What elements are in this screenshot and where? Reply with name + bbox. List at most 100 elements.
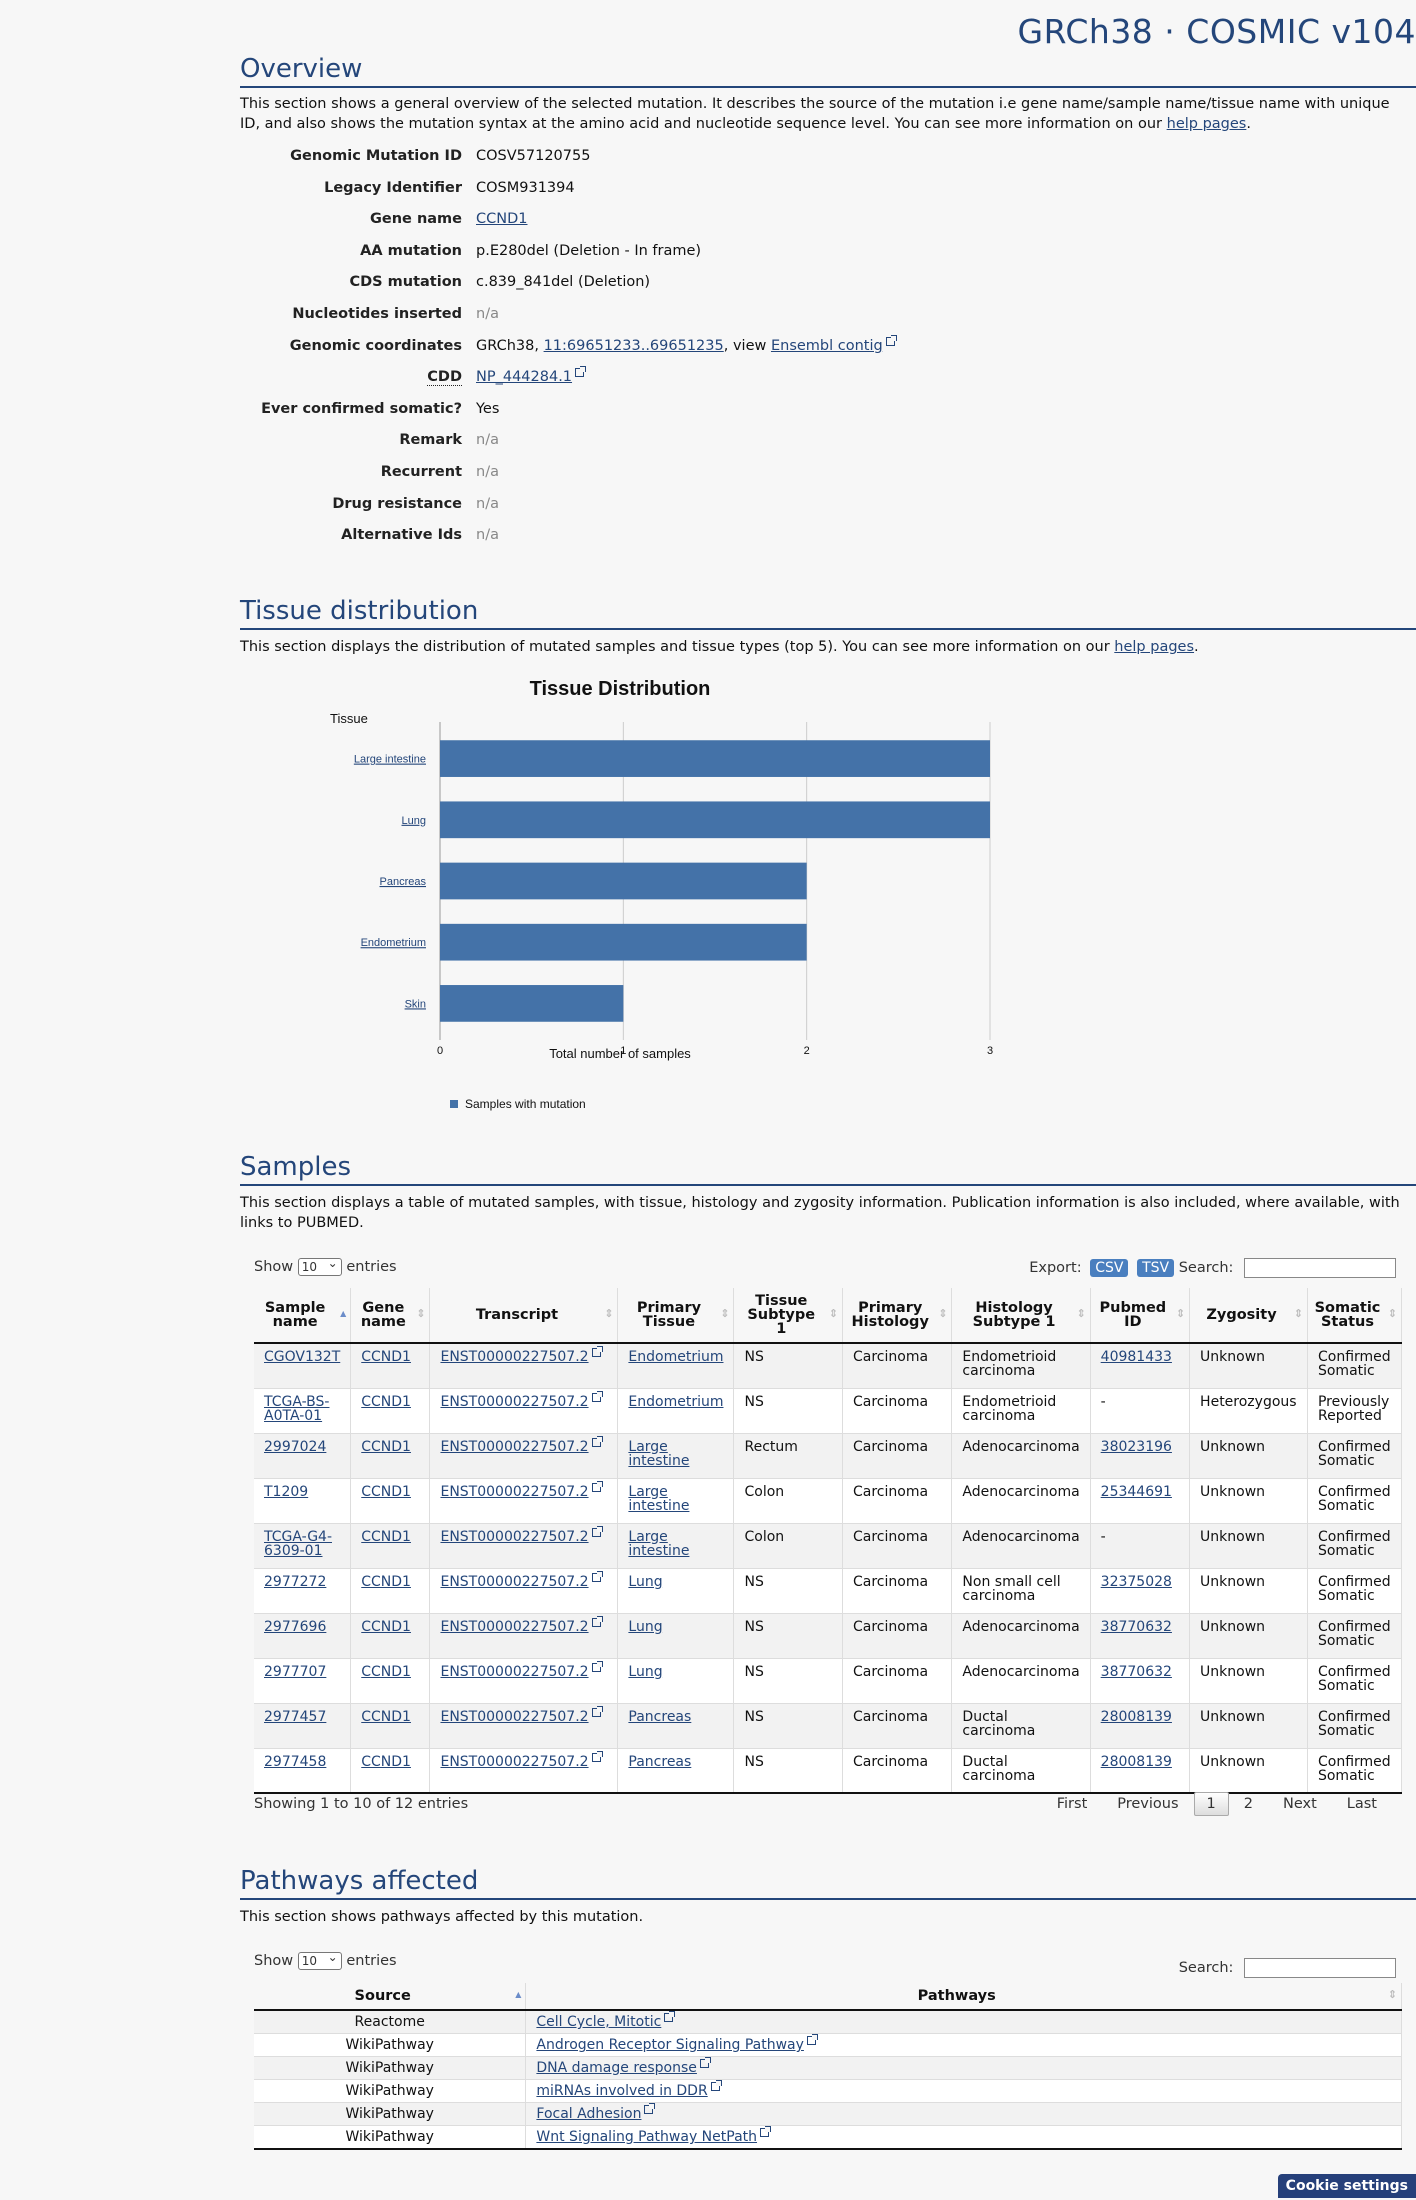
column-header[interactable]: Pubmed ID [1090,1288,1191,1344]
cell-link[interactable]: ENST00000227507.2 [440,1349,589,1365]
ensembl-contig-link[interactable]: Ensembl contig [770,337,883,354]
cell-link[interactable]: 2997024 [264,1438,327,1455]
legend-label: Samples with mutation [465,1097,586,1111]
cell-link[interactable]: 38770632 [1100,1618,1172,1635]
cell-link[interactable]: 2977707 [264,1663,327,1680]
cell-link[interactable]: CCND1 [361,1483,411,1500]
column-header[interactable]: Zygosity [1189,1288,1308,1344]
cell-link[interactable]: CGOV132T [264,1349,341,1365]
samples-page-size-select[interactable]: 10 [297,1255,342,1276]
export-tsv-button[interactable]: TSV [1137,1259,1175,1277]
cell-link[interactable]: TCGA-G4-6309-01 [264,1528,332,1559]
export-csv-button[interactable]: CSV [1090,1259,1129,1277]
cell-link[interactable]: CCND1 [361,1618,411,1635]
column-header[interactable]: Somatic Status [1307,1288,1403,1344]
column-header[interactable]: Source [254,1983,527,2011]
pathway-link[interactable]: miRNAs involved in DDR [536,2083,708,2099]
column-header[interactable]: Primary Tissue [617,1288,735,1344]
cell-link[interactable]: ENST00000227507.2 [440,1618,589,1635]
cell-link[interactable]: CCND1 [361,1663,411,1680]
column-header[interactable]: Transcript [429,1288,619,1344]
cell-link[interactable]: CCND1 [361,1753,411,1770]
chart-category-link[interactable]: Skin [405,998,426,1010]
cell-link[interactable]: ENST00000227507.2 [440,1438,589,1455]
cell-link[interactable]: Lung [628,1663,663,1680]
chart-category-link[interactable]: Lung [402,815,426,827]
cell-link[interactable]: TCGA-BS-A0TA-01 [264,1393,330,1424]
gene-name-link[interactable]: CCND1 [476,211,528,228]
cell-link[interactable]: 28008139 [1100,1753,1172,1770]
chart-bar[interactable] [440,985,624,1022]
cell-link[interactable]: Large intestine [628,1528,690,1559]
cell-link[interactable]: 38770632 [1100,1663,1172,1680]
cell-link[interactable]: Pancreas [628,1753,692,1770]
column-header[interactable]: Histology Subtype 1 [951,1288,1091,1344]
external-link-icon [644,2103,656,2114]
pathway-link[interactable]: Cell Cycle, Mitotic [536,2014,662,2030]
overview-heading: Overview [240,54,1416,88]
cell-link[interactable]: Endometrium [628,1349,724,1365]
cell-link[interactable]: ENST00000227507.2 [440,1528,589,1545]
cell-link[interactable]: 32375028 [1100,1573,1172,1590]
page-2-button[interactable]: 2 [1243,1796,1253,1812]
column-header[interactable]: Pathways [525,1983,1402,2011]
cell-link[interactable]: CCND1 [361,1393,411,1410]
cell-link[interactable]: Endometrium [628,1393,724,1410]
chart-bar[interactable] [440,801,990,839]
label-aa-mutation: AA mutation [360,242,462,259]
pathways-search-input[interactable] [1244,1958,1396,1978]
page-first-button[interactable]: First [1056,1796,1088,1812]
column-header[interactable]: Primary Histology [842,1288,953,1344]
chart-category-link[interactable]: Large intestine [354,754,426,766]
cell-link[interactable]: ENST00000227507.2 [440,1663,589,1680]
chart-bar[interactable] [440,740,990,777]
page-previous-button[interactable]: Previous [1117,1796,1179,1812]
cell-link[interactable]: ENST00000227507.2 [440,1393,589,1410]
pathways-page-size-select[interactable]: 10 [297,1949,342,1970]
pathway-link[interactable]: Focal Adhesion [536,2106,642,2122]
chart-category-link[interactable]: Pancreas [380,876,427,888]
cell-link[interactable]: ENST00000227507.2 [440,1483,589,1500]
cell-link[interactable]: CCND1 [361,1438,411,1455]
coordinates-link[interactable]: 11:69651233..69651235 [543,337,724,354]
cell-link[interactable]: CCND1 [361,1573,411,1590]
cell-link[interactable]: CCND1 [361,1349,411,1365]
cell-link[interactable]: Large intestine [628,1438,690,1469]
pathway-link[interactable]: Androgen Receptor Signaling Pathway [536,2037,804,2053]
column-header[interactable]: Sample name [254,1288,352,1344]
cell-link[interactable]: ENST00000227507.2 [440,1573,589,1590]
column-header[interactable]: Tissue Subtype 1 [733,1288,843,1344]
page-next-button[interactable]: Next [1283,1796,1317,1812]
pathway-link[interactable]: DNA damage response [536,2060,697,2076]
cell-link[interactable]: Lung [628,1573,663,1590]
cell-link[interactable]: 40981433 [1100,1349,1172,1365]
cookie-settings-button[interactable]: Cookie settings [1277,2174,1416,2198]
cell-link[interactable]: 25344691 [1100,1483,1172,1500]
cell-link[interactable]: CCND1 [361,1528,411,1545]
tissue-help-link[interactable]: help pages [1114,639,1195,655]
cell-link[interactable]: Lung [628,1618,663,1635]
cdd-link[interactable]: NP_444284.1 [476,369,573,386]
cell-link[interactable]: ENST00000227507.2 [440,1708,589,1725]
page-1-button[interactable]: 1 [1193,1792,1229,1816]
chart-category-link[interactable]: Endometrium [361,937,426,949]
cell-link[interactable]: 2977696 [264,1618,327,1635]
cell-link[interactable]: ENST00000227507.2 [440,1753,589,1770]
overview-help-link[interactable]: help pages [1166,116,1247,132]
cell-link[interactable]: 2977458 [264,1753,327,1770]
cell-link[interactable]: Pancreas [628,1708,692,1725]
cell-link[interactable]: CCND1 [361,1708,411,1725]
column-header[interactable]: Gene name [350,1288,431,1344]
cell-link[interactable]: 28008139 [1100,1708,1172,1725]
cell-link[interactable]: 38023196 [1100,1438,1172,1455]
chart-bar[interactable] [440,862,807,900]
cell-link[interactable]: 2977272 [264,1573,327,1590]
samples-body: CGOV132T CCND1 ENST00000227507.2 Endometriu… [254,1342,1403,1793]
page-last-button[interactable]: Last [1346,1796,1377,1812]
cell-link[interactable]: Large intestine [628,1483,690,1514]
cell-link[interactable]: T1209 [264,1483,309,1500]
cell-link[interactable]: 2977457 [264,1708,327,1725]
samples-search-input[interactable] [1244,1258,1396,1278]
pathway-link[interactable]: Wnt Signaling Pathway NetPath [536,2129,758,2145]
chart-bar[interactable] [440,923,807,961]
